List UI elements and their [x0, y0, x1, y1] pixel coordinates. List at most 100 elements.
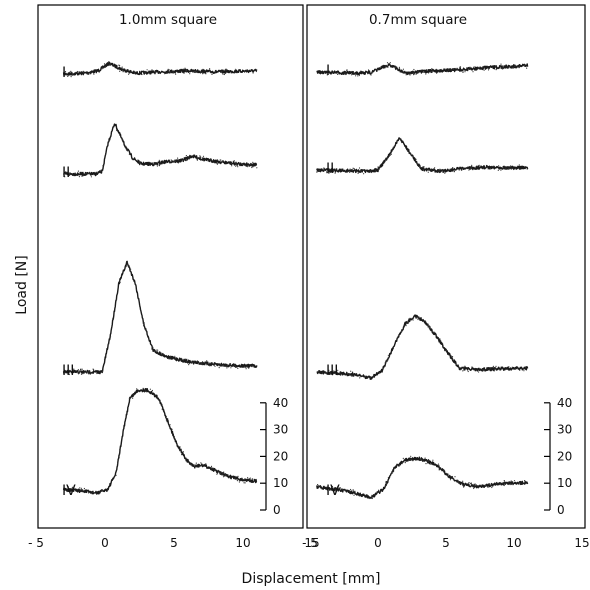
trace-speckle [462, 370, 464, 372]
trace-speckle [232, 160, 234, 162]
trace-speckle [386, 482, 388, 485]
trace-speckle [196, 159, 198, 161]
trace-speckle [495, 365, 497, 367]
trace-speckle [188, 157, 190, 159]
trace-speckle [417, 318, 419, 321]
trace-speckle [196, 157, 199, 159]
trace-speckle [151, 69, 153, 71]
trace-speckle [77, 371, 79, 373]
trace-speckle [141, 73, 143, 76]
trace-speckle [101, 68, 103, 70]
trace-speckle [66, 490, 68, 493]
trace-speckle [211, 467, 213, 469]
trace-speckle [162, 410, 165, 413]
trace-speckle [200, 462, 202, 464]
trace-speckle [497, 67, 499, 69]
trace-speckle [119, 281, 121, 284]
trace-speckle [503, 480, 505, 482]
series-label-I: I [326, 63, 330, 79]
trace-speckle [495, 482, 497, 484]
trace-speckle [371, 497, 373, 500]
trace-speckle [86, 72, 88, 75]
trace-III [62, 260, 258, 375]
trace-speckle [508, 168, 510, 170]
trace-speckle [195, 462, 197, 464]
trace-speckle [193, 361, 195, 363]
trace-speckle [439, 171, 441, 173]
trace-speckle [404, 457, 406, 460]
trace-speckle [428, 328, 430, 330]
trace-speckle [389, 154, 391, 156]
trace-speckle [212, 159, 215, 161]
trace-speckle [354, 490, 356, 492]
trace-speckle [195, 464, 197, 466]
trace-speckle [321, 372, 324, 374]
trace-speckle [523, 64, 525, 66]
trace-speckle [214, 469, 216, 471]
trace-speckle [437, 463, 440, 465]
trace-speckle [95, 171, 97, 173]
x-tick-label: 5 [442, 536, 450, 550]
trace-speckle [433, 169, 436, 172]
trace-speckle [435, 334, 437, 336]
trace-speckle [219, 159, 221, 161]
trace-speckle [410, 455, 412, 457]
trace-speckle [387, 354, 389, 356]
trace-speckle [385, 66, 387, 68]
trace-speckle [350, 375, 352, 377]
trace-speckle [350, 488, 352, 491]
trace-speckle [371, 171, 373, 174]
trace-speckle [417, 71, 419, 73]
trace-speckle [222, 476, 225, 478]
trace-speckle [452, 68, 455, 70]
trace-speckle [409, 73, 411, 75]
trace-speckle [331, 167, 333, 169]
trace-speckle [169, 71, 171, 73]
trace-speckle [173, 436, 175, 438]
trace-speckle [344, 72, 346, 74]
trace-speckle [340, 374, 342, 376]
trace-speckle [514, 64, 516, 66]
trace-speckle [408, 318, 410, 320]
trace-II [62, 123, 258, 177]
trace-speckle [237, 166, 239, 168]
trace-speckle [80, 71, 82, 73]
trace-speckle [188, 69, 190, 71]
trace-speckle [523, 65, 526, 67]
trace-speckle [516, 66, 518, 68]
trace-IV [316, 456, 529, 500]
trace-speckle [409, 153, 411, 155]
trace-II [316, 137, 529, 174]
trace-speckle [337, 369, 339, 371]
trace-speckle [72, 369, 74, 371]
trace-speckle [357, 75, 359, 77]
trace-speckle [170, 159, 172, 161]
trace-speckle [497, 166, 499, 168]
trace-speckle [422, 168, 424, 170]
trace-speckle [161, 408, 163, 410]
trace-speckle [473, 369, 475, 371]
trace-speckle [245, 368, 247, 370]
trace-speckle [497, 169, 499, 171]
trace-speckle [77, 70, 79, 73]
trace-speckle [451, 356, 454, 358]
trace-I [316, 63, 529, 76]
trace-speckle [407, 320, 409, 323]
trace-speckle [121, 66, 123, 68]
trace-speckle [332, 71, 334, 73]
trace-speckle [210, 159, 212, 161]
trace-speckle [109, 62, 111, 65]
trace-speckle [471, 164, 473, 166]
trace-speckle [218, 367, 220, 369]
trace-speckle [230, 162, 232, 164]
trace-speckle [412, 72, 414, 74]
trace-speckle [434, 167, 436, 169]
trace-speckle [512, 67, 514, 69]
trace-speckle [352, 371, 354, 373]
panel-left-frame [37, 4, 304, 529]
trace-speckle [333, 169, 335, 171]
trace-speckle [495, 66, 497, 68]
trace-speckle [367, 69, 370, 71]
trace-speckle [457, 479, 459, 482]
trace-speckle [180, 449, 182, 451]
